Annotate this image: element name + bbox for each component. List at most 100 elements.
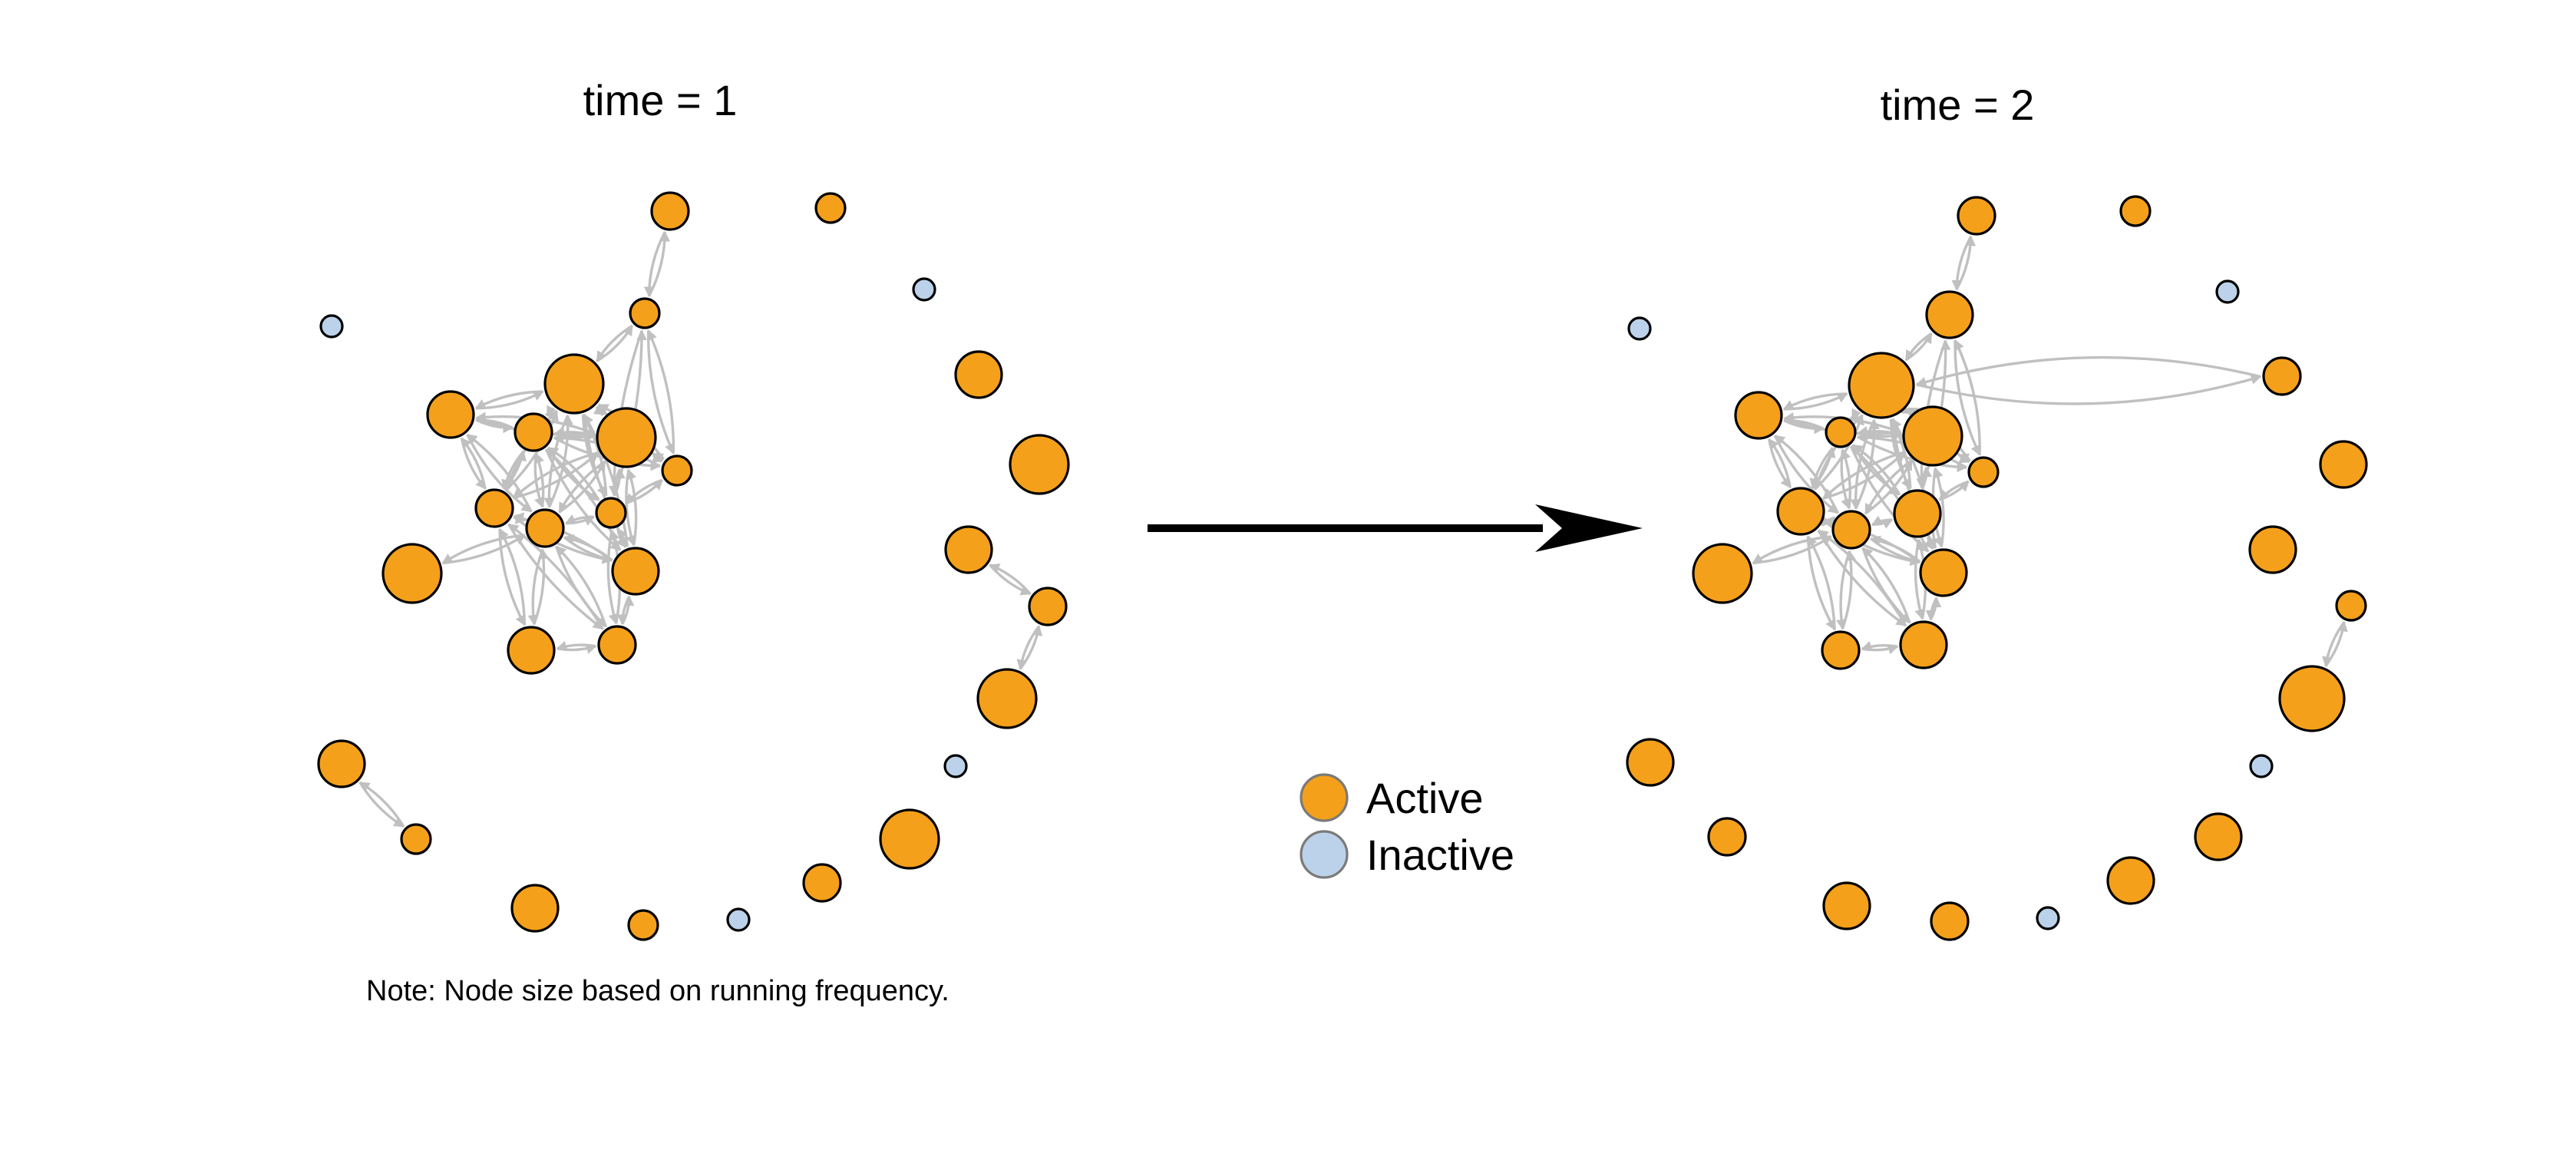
node-active-x [400, 823, 432, 855]
edge-e-a-out [1955, 235, 1977, 291]
edge-i-q-out [545, 448, 621, 551]
node-active-p [1692, 543, 1753, 604]
panel-1-edges [358, 230, 1043, 828]
node-active-ab [802, 863, 842, 903]
edge-h-m-out [466, 434, 533, 513]
edge-e-r-out [1953, 340, 1981, 456]
node-active-w [976, 668, 1038, 729]
edge-m-p-in [442, 534, 526, 565]
node-active-a [1957, 196, 1996, 236]
edge-i-q-out [1850, 445, 1930, 553]
edge-h-m-in [466, 433, 533, 513]
edge-m-s-in [533, 548, 550, 625]
node-active-u [1028, 587, 1068, 626]
edge-n-r-in [625, 478, 663, 504]
edge-i-q-in [545, 448, 622, 551]
node-active-h [1734, 391, 1783, 440]
node-active-l [474, 488, 514, 528]
edge-h-l-in [1768, 438, 1792, 488]
node-inactive-ad [943, 754, 968, 778]
node-active-m [1831, 510, 1871, 550]
edge-i-r-out [1857, 435, 1968, 473]
node-active-z [627, 909, 659, 941]
edge-q-t-in [1929, 597, 1942, 621]
node-active-b [814, 192, 847, 224]
edge-e-a-out [648, 230, 670, 297]
edge-m-n-in [1871, 515, 1892, 526]
edge-s-t-in [556, 640, 596, 651]
edge-l-s-in [498, 527, 527, 626]
node-inactive-d [1627, 316, 1652, 341]
node-active-r [1967, 456, 2000, 488]
edge-h-l-in [461, 437, 487, 489]
edge-m-t-in [555, 545, 607, 627]
edge-l-s-out [1806, 536, 1836, 631]
edge-g-f-in [1915, 355, 2261, 388]
edge-l-s-in [1806, 535, 1836, 630]
edge-l-s-out [498, 529, 526, 626]
edge-u-w-in [1019, 625, 1043, 670]
edge-l-t-in [1817, 529, 1907, 626]
node-active-h [426, 390, 475, 439]
panel-2-nodes [1626, 195, 2368, 941]
edge-j-l-in [513, 451, 599, 500]
node-active-ac [1822, 881, 1871, 930]
panel-1-title: time = 1 [583, 76, 738, 124]
edge-u-w-out [1016, 625, 1041, 670]
edge-l-t-out [1817, 530, 1907, 627]
edge-v-x-out [358, 782, 405, 828]
edge-l-t-out [507, 523, 604, 630]
edge-e-r-out [646, 330, 675, 454]
edge-j-n-in [1921, 466, 1933, 489]
edge-j-l-in [1823, 451, 1906, 500]
node-active-p [381, 543, 443, 604]
edge-g-h-out [1782, 392, 1848, 411]
node-active-g [543, 353, 605, 415]
node-inactive-aa [726, 907, 751, 932]
legend-active-label: Active [1366, 774, 1484, 822]
node-active-y [2194, 812, 2243, 861]
node-inactive-c [2215, 279, 2240, 304]
node-active-ab [2106, 856, 2155, 905]
edge-m-n-in [565, 514, 594, 525]
legend-inactive-label: Inactive [1366, 831, 1514, 879]
edge-e-r-in [647, 329, 675, 454]
legend-active-swatch [1300, 773, 1349, 822]
edge-u-w-out [2322, 621, 2346, 667]
node-active-n [595, 497, 627, 529]
node-active-i [514, 412, 553, 452]
edge-o-u-in [989, 563, 1032, 595]
node-active-j [596, 407, 657, 468]
node-active-t [1899, 620, 1948, 669]
edge-i-m-in [534, 452, 545, 507]
node-active-o [2248, 525, 2297, 574]
node-active-f [2262, 356, 2302, 396]
panel-1-nodes [317, 191, 1070, 941]
node-active-ac [510, 884, 560, 933]
edge-e-a-in [1951, 236, 1973, 291]
edge-j-n-in [613, 468, 626, 497]
node-active-s [507, 626, 556, 675]
node-active-o [944, 525, 993, 574]
node-active-n [1893, 489, 1942, 538]
node-active-e [1925, 290, 1974, 339]
panel-2-edges [1752, 235, 2348, 667]
edge-g-f-out [1916, 374, 2262, 405]
edge-h-m-in [1774, 435, 1839, 514]
edge-e-g-out [596, 324, 633, 362]
node-active-i [1825, 416, 1857, 448]
node-active-u [2335, 590, 2367, 622]
edge-g-h-in [1784, 392, 1848, 411]
edge-q-t-in [621, 595, 635, 625]
node-active-j [1902, 405, 1963, 467]
node-active-k [1009, 434, 1070, 495]
panel-time-2: time = 2 [1626, 81, 2368, 941]
node-active-r [661, 454, 693, 487]
transition-arrow [1148, 504, 1643, 552]
node-active-t [597, 625, 637, 665]
node-active-m [525, 508, 565, 548]
node-active-q [611, 547, 660, 596]
edge-e-g-in [1905, 332, 1933, 362]
edge-j-q-in [626, 468, 638, 546]
